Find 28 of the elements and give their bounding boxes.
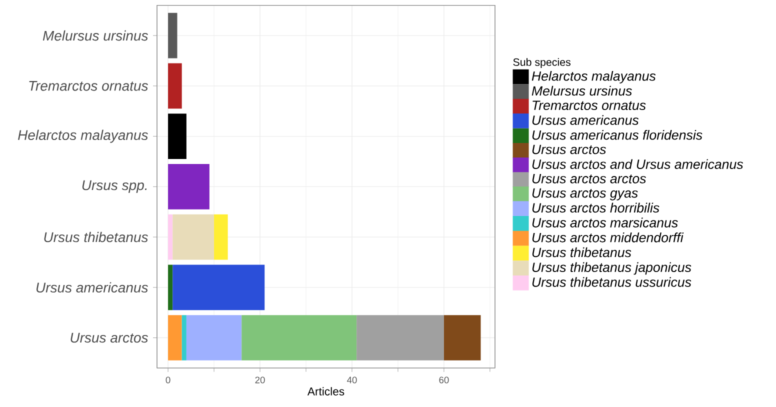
y-tick-label: Helarctos malayanus	[18, 130, 148, 143]
legend-title: Sub species	[513, 58, 570, 68]
legend-label: Ursus americanus	[532, 115, 639, 125]
x-tick-label: 20	[255, 376, 265, 384]
x-tick-label: 40	[347, 376, 357, 384]
legend-label: Helarctos malayanus	[532, 71, 656, 84]
legend-label: Ursus arctos marsicanus	[532, 218, 678, 228]
y-tick-label: Ursus arctos	[70, 332, 148, 343]
legend-label: Ursus arctos horribilis	[532, 202, 660, 213]
legend-label: Ursus arctos middendorffi	[532, 232, 684, 242]
x-tick-label: 0	[166, 376, 170, 384]
legend-label: Ursus thibetanus ussuricus	[532, 277, 692, 287]
legend-label: Ursus arctos	[532, 144, 606, 154]
y-tick-label: Tremarctos ornatus	[29, 81, 148, 91]
x-tick-label: 60	[439, 376, 449, 384]
legend-label: Ursus thibetanus japonicus	[532, 262, 692, 275]
legend-label: Ursus arctos gyas	[532, 188, 638, 200]
y-tick-label: Ursus americanus	[36, 282, 148, 293]
legend-label: Tremarctos ornatus	[532, 100, 646, 110]
y-tick-label: Ursus spp.	[82, 180, 147, 193]
y-tick-label: Ursus thibetanus	[44, 232, 148, 242]
legend-label: Melursus ursinus	[532, 86, 632, 96]
y-tick-label: Melursus ursinus	[42, 30, 148, 41]
legend-label: Ursus arctos arctos	[532, 174, 646, 184]
x-axis-title: Articles	[307, 387, 344, 396]
legend-label: Ursus americanus floridensis	[532, 130, 702, 140]
legend-label: Ursus thibetanus	[532, 247, 632, 258]
legend-label: Ursus arctos and Ursus americanus	[532, 159, 744, 170]
